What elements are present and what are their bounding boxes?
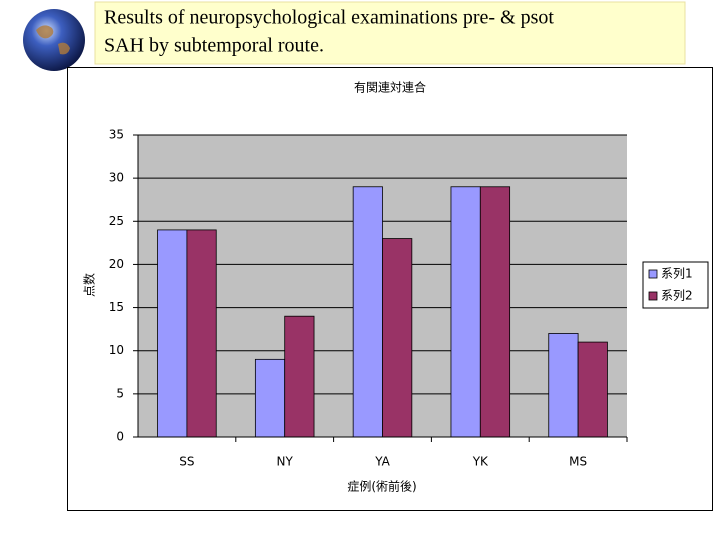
bar <box>577 341 608 438</box>
y-tick-label: 20 <box>109 257 124 271</box>
bar <box>352 186 383 438</box>
y-tick-label: 35 <box>109 128 124 142</box>
y-tick-label: 5 <box>116 386 124 400</box>
x-tick-label: YA <box>374 455 390 469</box>
bar <box>548 333 579 438</box>
slide-title-line: SAH by subtemporal route. <box>104 35 324 57</box>
globe-icon <box>23 9 85 71</box>
x-tick-label: SS <box>179 455 194 469</box>
legend-swatch <box>648 291 658 301</box>
bar <box>479 186 511 438</box>
legend-label: 系列2 <box>661 289 693 303</box>
x-tick-label: NY <box>277 455 294 469</box>
x-tick-label: MS <box>569 455 587 469</box>
bar <box>157 229 188 438</box>
legend-label: 系列1 <box>661 267 693 281</box>
legend-swatch <box>648 269 658 279</box>
bar <box>382 238 413 438</box>
title-box <box>94 1 686 65</box>
x-axis-label: 症例(術前後) <box>347 479 416 494</box>
y-tick-label: 10 <box>109 343 124 357</box>
chart-title: 有関連対連合 <box>354 80 426 95</box>
slide-title-line: Results of neuropsychological examinatio… <box>104 7 554 29</box>
bar <box>254 358 286 438</box>
x-tick-label: YK <box>472 455 489 469</box>
y-tick-label: 15 <box>109 300 124 314</box>
y-tick-label: 25 <box>109 214 124 228</box>
y-tick-label: 30 <box>109 171 124 185</box>
bar <box>186 229 217 438</box>
bar <box>450 186 481 438</box>
y-axis-label: 点数 <box>82 273 97 297</box>
bar <box>284 315 315 438</box>
y-tick-label: 0 <box>116 430 124 444</box>
